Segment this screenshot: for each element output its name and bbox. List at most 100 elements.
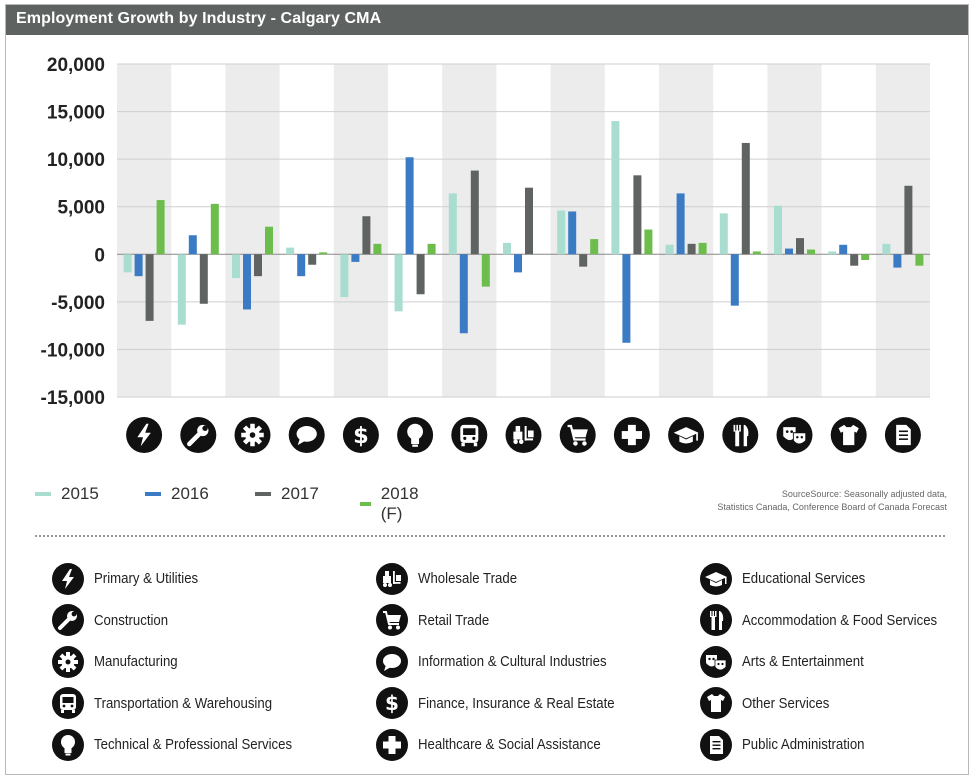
bar-2015-5 xyxy=(394,254,403,312)
lightbulb-icon xyxy=(52,728,84,761)
bar-2015-1 xyxy=(177,254,186,325)
y-tick-label: 0 xyxy=(94,245,105,266)
graduation-cap-icon xyxy=(668,417,705,453)
svg-text:$: $ xyxy=(353,423,369,449)
legend-item-2017: 2017 xyxy=(255,484,319,504)
shirt-icon xyxy=(830,417,867,453)
bar-2018-10 xyxy=(698,242,707,255)
key-item: Accommodation & Food Services xyxy=(700,600,964,642)
chart-title: Employment Growth by Industry - Calgary … xyxy=(16,10,382,27)
bar-2017-9 xyxy=(633,175,642,255)
bar-2017-4 xyxy=(362,216,371,255)
bar-2018-12 xyxy=(807,249,815,255)
source-line-1: SourceSource: Seasonally adjusted data, xyxy=(781,489,947,499)
key-label: Construction xyxy=(94,611,169,629)
bus-icon xyxy=(52,687,84,720)
legend-swatch-2017 xyxy=(255,492,271,496)
source-note: SourceSource: Seasonally adjusted data, … xyxy=(647,488,947,514)
bar-2015-13 xyxy=(828,251,837,255)
y-tick-label: 5,000 xyxy=(57,198,105,219)
fork-knife-icon xyxy=(722,417,759,453)
bar-2017-14 xyxy=(904,185,913,255)
y-tick-label: -10,000 xyxy=(41,340,105,361)
key-item: Public Administration xyxy=(700,724,964,766)
forklift-icon xyxy=(376,562,408,595)
y-tick-label: -15,000 xyxy=(41,388,105,409)
legend-label-2018: 2018 (F) xyxy=(380,484,419,523)
bar-2018-9 xyxy=(644,229,653,255)
bar-2016-0 xyxy=(134,254,143,277)
legend-label-2016: 2016 xyxy=(171,484,209,503)
bar-2016-3 xyxy=(297,254,306,277)
gear-icon xyxy=(234,417,271,453)
key-label: Information & Cultural Industries xyxy=(418,653,607,671)
bar-2015-11 xyxy=(719,213,728,255)
category-band xyxy=(875,64,930,397)
bar-2016-9 xyxy=(622,254,631,343)
bus-icon xyxy=(451,417,488,453)
key-item: $ Finance, Insurance & Real Estate xyxy=(376,683,641,725)
bar-2016-6 xyxy=(459,254,468,334)
key-label: Public Administration xyxy=(742,736,865,754)
key-item: Construction xyxy=(52,600,319,642)
key-column-2: Wholesale Trade Retail Trade Information &… xyxy=(376,558,641,766)
key-label: Other Services xyxy=(742,694,830,712)
legend-swatch-2016 xyxy=(145,492,161,496)
speech-bubble-icon xyxy=(288,417,325,453)
gear-icon xyxy=(52,645,84,678)
bar-2015-12 xyxy=(774,205,782,255)
wrench-icon xyxy=(52,604,84,637)
dotted-divider xyxy=(35,535,945,537)
shirt-icon xyxy=(700,687,732,720)
y-tick-label: -5,000 xyxy=(51,293,105,314)
bar-2017-10 xyxy=(687,243,696,255)
key-item: Retail Trade xyxy=(376,600,641,642)
legend-swatch-2015 xyxy=(35,492,51,496)
bar-2017-1 xyxy=(199,254,208,304)
bar-2015-0 xyxy=(123,254,132,273)
bar-2018-0 xyxy=(156,200,165,255)
key-item: Manufacturing xyxy=(52,641,319,683)
bar-2016-10 xyxy=(676,193,685,255)
bar-2018-14 xyxy=(915,254,924,266)
dollar-icon: $ xyxy=(376,687,408,720)
speech-bubble-icon xyxy=(376,645,408,678)
bar-2018-6 xyxy=(481,254,490,287)
key-label: Transportation & Warehousing xyxy=(94,694,273,712)
wrench-icon xyxy=(180,417,217,453)
key-item: Other Services xyxy=(700,683,964,725)
y-tick-label: 20,000 xyxy=(47,55,105,76)
bar-2018-11 xyxy=(752,251,761,255)
bar-2017-7 xyxy=(525,187,533,255)
bar-2016-14 xyxy=(893,254,902,268)
bar-2018-1 xyxy=(210,203,219,255)
bar-2017-5 xyxy=(416,254,425,295)
title-bar: Employment Growth by Industry - Calgary … xyxy=(6,5,968,35)
key-column-1: Primary & Utilities Construction Manufactu… xyxy=(52,558,319,766)
bar-2016-4 xyxy=(351,254,360,262)
fork-knife-icon xyxy=(700,604,732,637)
source-line-2: Statistics Canada, Conference Board of C… xyxy=(717,502,947,512)
bar-2015-14 xyxy=(882,243,891,255)
theater-masks-icon xyxy=(700,645,732,678)
bar-2015-10 xyxy=(665,244,674,255)
key-label: Wholesale Trade xyxy=(418,570,518,588)
bar-2015-7 xyxy=(503,242,511,255)
legend-label-2015: 2015 xyxy=(61,484,99,503)
bar-2016-11 xyxy=(730,254,739,306)
bar-2016-13 xyxy=(839,244,848,255)
key-label: Finance, Insurance & Real Estate xyxy=(418,694,615,712)
dollar-icon: $ xyxy=(342,417,379,453)
bar-2017-11 xyxy=(741,142,750,255)
svg-text:$: $ xyxy=(385,691,399,715)
bar-2017-8 xyxy=(579,254,588,267)
key-label: Primary & Utilities xyxy=(94,570,199,588)
key-item: Arts & Entertainment xyxy=(700,641,964,683)
legend-item-2015: 2015 xyxy=(35,484,99,504)
bar-2018-5 xyxy=(427,243,436,255)
bar-2016-7 xyxy=(514,254,522,273)
bar-2017-3 xyxy=(308,254,317,265)
key-label: Accommodation & Food Services xyxy=(742,611,938,629)
lightbulb-icon xyxy=(397,417,434,453)
key-label: Educational Services xyxy=(742,570,866,588)
